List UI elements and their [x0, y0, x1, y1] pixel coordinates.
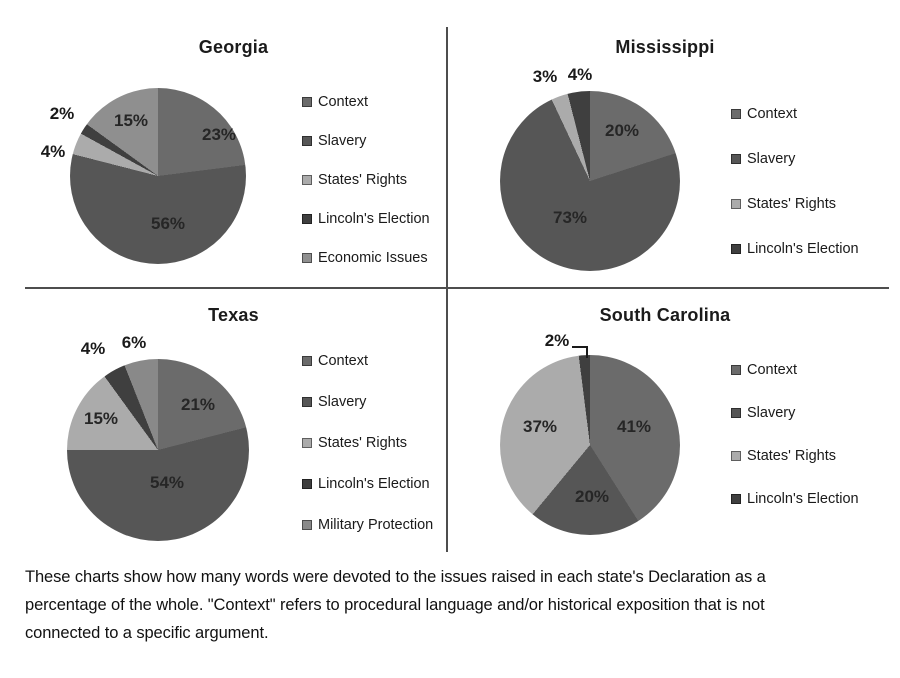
texas-chart-title: Texas — [208, 305, 259, 325]
south-carolina-slice-label-slavery: 20% — [574, 487, 610, 506]
legend-item: Lincoln's Election — [302, 209, 430, 228]
south-carolina-chart-title: South Carolina — [599, 305, 731, 325]
legend-label: Context — [747, 105, 797, 122]
legend-item: Slavery — [302, 131, 430, 150]
vertical-divider — [446, 27, 448, 552]
legend-label: States' Rights — [318, 171, 408, 188]
horizontal-divider — [25, 287, 889, 289]
legend-item: Slavery — [731, 149, 859, 168]
callout-line-vertical — [586, 346, 588, 358]
legend-label: Economic Issues — [318, 249, 428, 266]
south-carolina-slice-label-lincolns-election: 2% — [544, 331, 570, 350]
legend-label: Lincoln's Election — [747, 490, 859, 507]
legend-swatch-icon — [731, 493, 741, 504]
mississippi-chart-title: Mississippi — [615, 37, 715, 57]
legend-swatch-icon — [302, 96, 312, 107]
legend-label: Slavery — [318, 393, 367, 410]
legend-label: Slavery — [318, 132, 367, 149]
texas-slice-label-states-rights: 15% — [83, 409, 119, 428]
legend-item: Economic Issues — [302, 248, 430, 267]
legend-swatch-icon — [302, 213, 312, 224]
legend-swatch-icon — [302, 396, 312, 407]
mississippi-legend: Context Slavery States' Rights Lincoln's El… — [731, 104, 859, 258]
figure-caption: These charts show how many words were de… — [25, 563, 887, 647]
legend-item: States' Rights — [302, 170, 430, 189]
legend-item: Lincoln's Election — [302, 474, 433, 493]
mississippi-slice-label-slavery: 73% — [552, 208, 588, 227]
georgia-legend: Context Slavery States' Rights Lincoln's El… — [302, 92, 430, 267]
legend-item: Military Protection — [302, 515, 433, 534]
caption-line-3: connected to a specific argument. — [25, 624, 269, 642]
texas-slice-label-slavery: 54% — [149, 473, 185, 492]
legend-label: Slavery — [747, 404, 796, 421]
south-carolina-legend: Context Slavery States' Rights Lincoln's El… — [731, 360, 859, 508]
callout-line-horizontal — [572, 346, 588, 348]
texas-pie-chart — [67, 359, 249, 541]
legend-swatch-icon — [731, 243, 741, 254]
legend-label: States' Rights — [318, 434, 408, 451]
legend-item: Lincoln's Election — [731, 489, 859, 508]
legend-swatch-icon — [731, 364, 741, 375]
mississippi-pie-chart — [500, 91, 680, 271]
caption-line-2: percentage of the whole. "Context" refer… — [25, 596, 765, 614]
texas-slice-label-lincolns-election: 4% — [80, 339, 106, 358]
legend-swatch-icon — [731, 407, 741, 418]
caption-line-1: These charts show how many words were de… — [25, 568, 766, 586]
georgia-pie-chart — [70, 88, 246, 264]
legend-swatch-icon — [731, 153, 741, 164]
legend-swatch-icon — [302, 478, 312, 489]
legend-swatch-icon — [302, 135, 312, 146]
legend-swatch-icon — [302, 355, 312, 366]
legend-item: Context — [302, 92, 430, 111]
texas-slice-label-military-protection: 6% — [121, 333, 147, 352]
georgia-slice-label-economic-issues: 15% — [113, 111, 149, 130]
texas-legend: Context Slavery States' Rights Lincoln's El… — [302, 351, 433, 534]
legend-label: Military Protection — [318, 516, 434, 533]
legend-item: States' Rights — [731, 446, 859, 465]
georgia-chart-title: Georgia — [198, 37, 269, 57]
mississippi-slice-label-states-rights: 3% — [532, 67, 558, 86]
legend-label: Slavery — [747, 150, 796, 167]
legend-label: States' Rights — [747, 195, 837, 212]
legend-item: Lincoln's Election — [731, 239, 859, 258]
legend-item: Context — [302, 351, 433, 370]
south-carolina-pie-chart — [500, 355, 680, 535]
georgia-slice-label-slavery: 56% — [150, 214, 186, 233]
legend-swatch-icon — [302, 174, 312, 185]
south-carolina-slice-label-context: 41% — [616, 417, 652, 436]
legend-label: Context — [318, 352, 368, 369]
georgia-slice-label-context: 23% — [201, 125, 237, 144]
legend-swatch-icon — [731, 450, 741, 461]
legend-label: Lincoln's Election — [747, 240, 859, 257]
texas-slice-label-context: 21% — [180, 395, 216, 414]
south-carolina-slice-label-states-rights: 37% — [522, 417, 558, 436]
legend-item: Slavery — [302, 392, 433, 411]
legend-swatch-icon — [302, 437, 312, 448]
legend-item: Context — [731, 360, 859, 379]
legend-swatch-icon — [302, 252, 312, 263]
legend-label: States' Rights — [747, 447, 837, 464]
mississippi-slice-label-lincolns-election: 4% — [567, 65, 593, 84]
legend-swatch-icon — [731, 108, 741, 119]
georgia-slice-label-states-rights: 4% — [40, 142, 66, 161]
georgia-slice-label-lincolns-election: 2% — [49, 104, 75, 123]
legend-label: Context — [747, 361, 797, 378]
legend-swatch-icon — [731, 198, 741, 209]
legend-label: Lincoln's Election — [318, 475, 430, 492]
mississippi-slice-label-context: 20% — [604, 121, 640, 140]
legend-item: States' Rights — [302, 433, 433, 452]
legend-item: Slavery — [731, 403, 859, 422]
legend-item: States' Rights — [731, 194, 859, 213]
legend-label: Lincoln's Election — [318, 210, 430, 227]
legend-swatch-icon — [302, 519, 312, 530]
legend-item: Context — [731, 104, 859, 123]
legend-label: Context — [318, 93, 368, 110]
